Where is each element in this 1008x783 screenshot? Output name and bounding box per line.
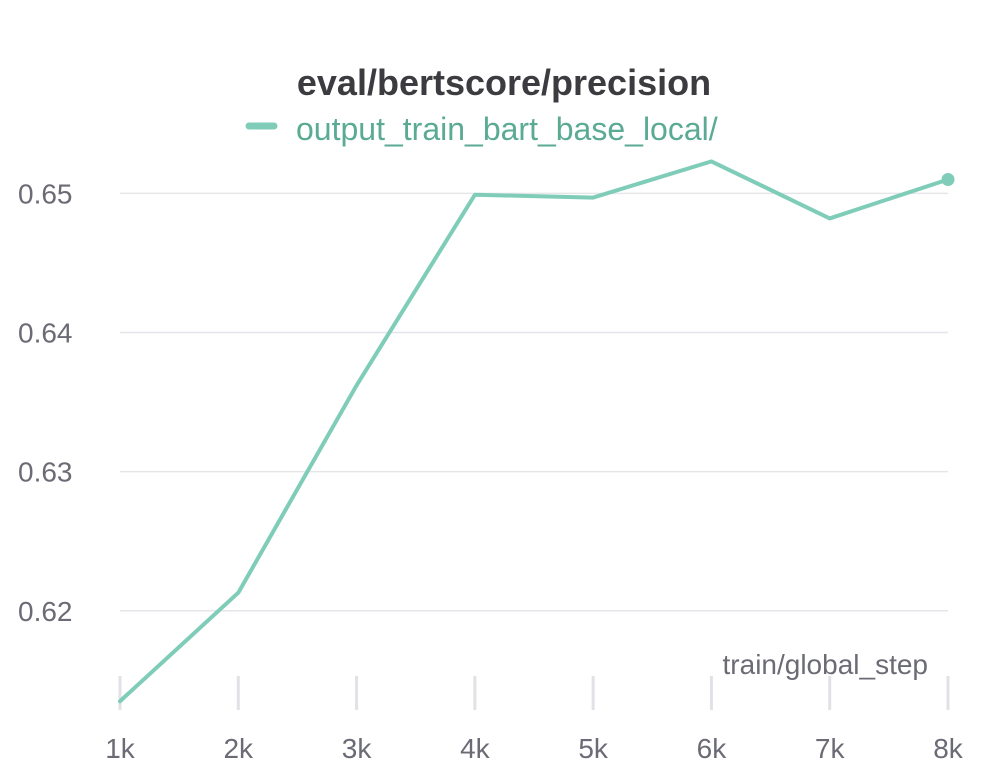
legend: output_train_bart_base_local/: [245, 111, 718, 147]
x-tick-label: 3k: [342, 733, 373, 764]
y-tick-label: 0.64: [18, 318, 73, 349]
x-tick-label: 6k: [697, 733, 728, 764]
legend-label-output-train-bart-base-local: output_train_bart_base_local/: [296, 111, 718, 147]
y-axis-ticks: 0.62 0.63 0.64 0.65: [18, 178, 73, 626]
grid-lines: [120, 192, 948, 612]
series-line-0: [118, 159, 950, 704]
series-layer: [118, 159, 955, 704]
x-tick-label: 2k: [223, 733, 254, 764]
x-tick-label: 4k: [460, 733, 491, 764]
y-tick-label: 0.63: [18, 457, 73, 488]
y-tick-label: 0.62: [18, 596, 73, 627]
y-tick-label: 0.65: [18, 178, 73, 209]
x-axis-ticks: 1k 2k 3k 4k 5k 6k 7k 8k: [105, 676, 964, 764]
x-axis-label: train/global_step: [723, 649, 928, 680]
x-tick-label: 1k: [105, 733, 136, 764]
x-tick-label: 5k: [578, 733, 609, 764]
chart-title: eval/bertscore/precision: [297, 62, 711, 103]
x-tick-label: 7k: [815, 733, 846, 764]
x-tick-label: 8k: [933, 733, 964, 764]
series-end-point-0: [941, 172, 955, 186]
